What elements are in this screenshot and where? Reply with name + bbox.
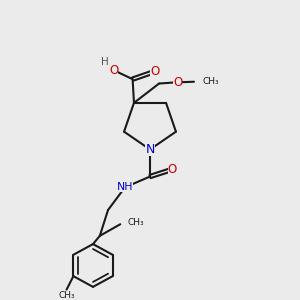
Text: N: N (145, 143, 155, 156)
Text: O: O (150, 65, 160, 78)
Text: H: H (101, 57, 109, 67)
Text: CH₃: CH₃ (59, 291, 75, 300)
Text: O: O (173, 76, 182, 89)
Text: CH₃: CH₃ (128, 218, 145, 227)
Text: NH: NH (117, 182, 133, 192)
Text: O: O (109, 64, 118, 76)
Text: O: O (168, 163, 177, 176)
Text: CH₃: CH₃ (203, 77, 219, 86)
